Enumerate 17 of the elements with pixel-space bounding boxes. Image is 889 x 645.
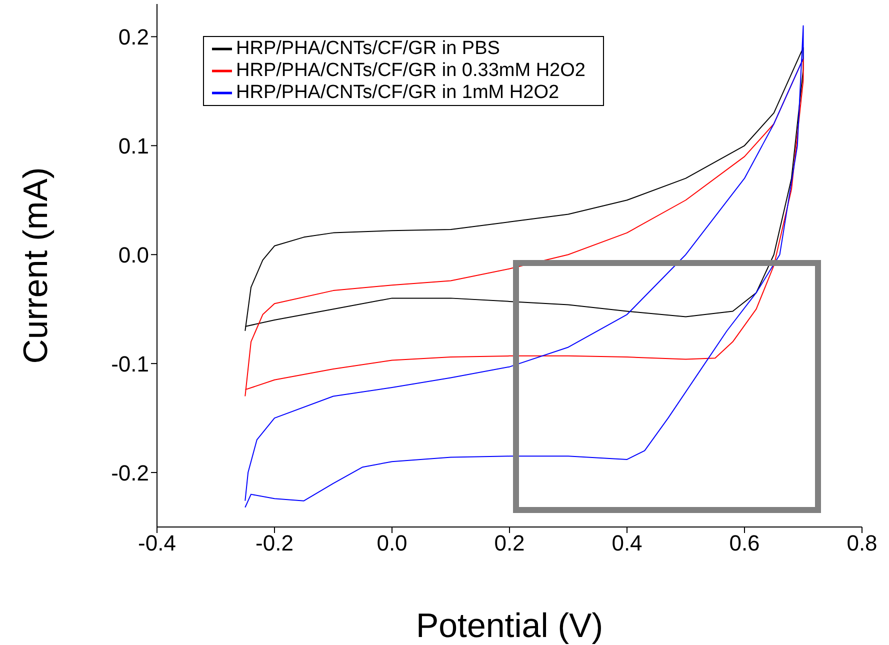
legend-label: HRP/PHA/CNTs/CF/GR in PBS [236,38,500,59]
legend-label: HRP/PHA/CNTs/CF/GR in 0.33mM H2O2 [236,60,586,81]
legend-label: HRP/PHA/CNTs/CF/GR in 1mM H2O2 [236,82,560,103]
x-tick-label: 0.6 [729,530,760,556]
x-tick-label: -0.2 [256,530,294,556]
y-tick-label: -0.2 [111,460,149,486]
y-axis-title: Current (mA) [17,167,56,364]
x-tick-label: 0.4 [612,530,642,556]
x-tick-label: 0.0 [376,530,408,556]
y-tick-label: 0.2 [118,24,149,50]
y-tick-label: 0.1 [118,133,149,158]
x-tick-label: 0.2 [494,530,525,556]
y-tick-label: 0.0 [118,242,149,268]
x-axis-title: Potential (V) [416,607,604,645]
x-tick-label: -0.4 [138,530,176,556]
x-tick-label: 0.8 [846,530,878,556]
y-tick-label: -0.1 [111,351,149,376]
